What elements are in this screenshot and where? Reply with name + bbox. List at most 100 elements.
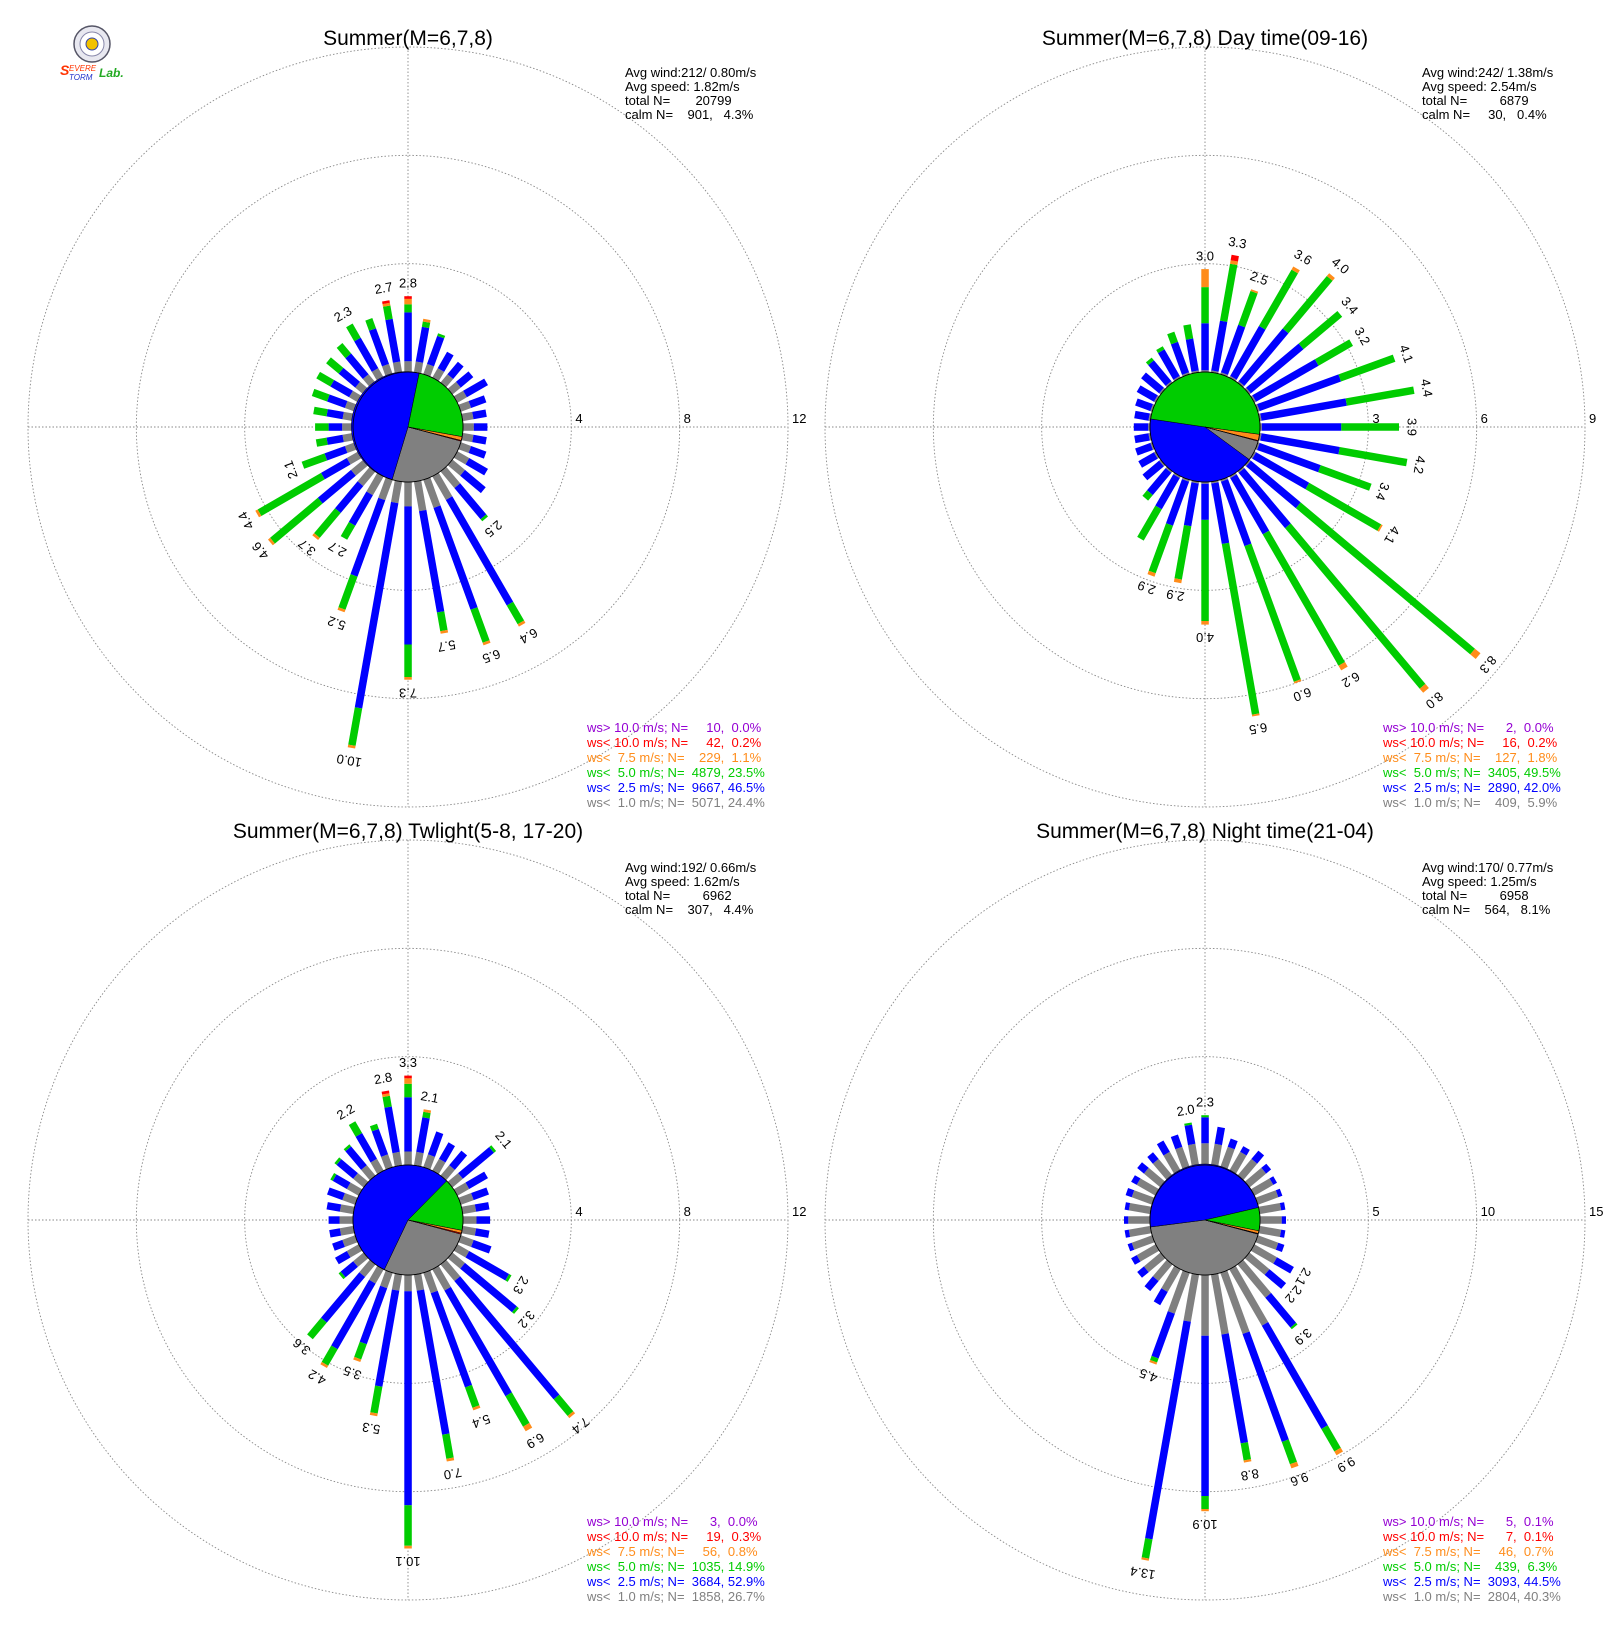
wind-bar-segment	[461, 1204, 477, 1215]
calm-pie-slice	[351, 371, 420, 481]
wind-bar-segment	[1136, 1178, 1160, 1196]
wind-bar-segment	[445, 496, 514, 606]
wind-bar-segment	[404, 1097, 412, 1152]
wind-bar-segment	[446, 1457, 455, 1462]
wind-bar-segment	[1237, 1259, 1272, 1298]
wind-bar-segment	[1269, 1176, 1277, 1185]
wind-bar-segment	[1281, 1216, 1286, 1224]
wind-bar-segment	[476, 1216, 491, 1224]
legend-entry: ws< 1.0 m/s; N= 1858, 26.7%	[586, 1589, 765, 1604]
wind-bar-segment	[458, 442, 472, 453]
wind-bar-segment	[370, 1385, 383, 1414]
wind-bar-segment	[1131, 1190, 1155, 1205]
wind-rose-panel: 3 6 93.03.32.53.6 4.03.43.24.14.43.94.23.44…	[824, 27, 1596, 810]
wind-bar-segment	[1220, 477, 1228, 482]
wind-bar-segment	[1242, 1331, 1289, 1442]
legend-entry: ws< 7.5 m/s; N= 127, 1.8%	[1382, 750, 1558, 765]
ring-label: 6	[1481, 411, 1488, 426]
bar-value-label: 3.4	[1338, 294, 1361, 317]
wind-bar-segment	[404, 298, 412, 305]
calm-pie-outline	[352, 371, 464, 483]
ring-label: 5	[1372, 1204, 1379, 1219]
wind-bar-segment	[567, 1411, 576, 1419]
wind-bar-segment	[1167, 331, 1178, 345]
wind-bar-segment	[381, 1090, 390, 1095]
wind-bar-segment	[1158, 349, 1180, 380]
wind-bar-segment	[442, 1433, 454, 1459]
ring-label: 4	[575, 411, 582, 426]
wind-bar-segment	[512, 1306, 519, 1314]
wind-bar-segment	[404, 1291, 412, 1506]
wind-bar-segment	[416, 1289, 450, 1435]
wind-bar-segment	[1326, 273, 1335, 281]
wind-bar-segment	[437, 333, 446, 339]
wind-bar-segment	[340, 1261, 358, 1278]
wind-bar-segment	[1142, 460, 1164, 481]
wind-bar-segment	[1285, 523, 1426, 689]
wind-bar-segment	[342, 423, 353, 431]
wind-bar-segment	[346, 1182, 363, 1196]
wind-bar-segment	[339, 1204, 355, 1215]
wind-bar-segment	[453, 390, 467, 403]
wind-bar-segment	[1293, 679, 1302, 684]
bar-value-label: 3.4	[1372, 481, 1392, 503]
wind-bar-segment	[1131, 1255, 1141, 1265]
wind-bar-segment	[404, 1545, 412, 1549]
stats-line: Avg wind:212/ 0.80m/s	[625, 65, 757, 80]
ring-label: 12	[792, 411, 806, 426]
bar-value-label: 3.2	[1351, 324, 1373, 347]
wind-bar-segment	[327, 1187, 345, 1201]
wind-bar-segment	[404, 1151, 412, 1165]
bar-value-label: 4.1	[1396, 343, 1416, 365]
wind-bar-segment	[453, 451, 470, 465]
ring-label: 9	[1589, 411, 1596, 426]
wind-bar-segment	[338, 574, 358, 610]
wind-bar-segment	[321, 1272, 366, 1323]
legend-entry: ws< 10.0 m/s; N= 16, 0.2%	[1382, 735, 1558, 750]
wind-bar-segment	[1201, 1143, 1209, 1165]
wind-bar-segment	[460, 1262, 517, 1313]
wind-bar-segment	[320, 1361, 329, 1368]
stats-line: total N= 20799	[625, 93, 732, 108]
wind-bar-segment	[453, 1244, 470, 1258]
wind-bar-segment	[342, 432, 355, 443]
stats-line: Avg speed: 2.54m/s	[1422, 79, 1537, 94]
legend-entry: ws> 10.0 m/s; N= 2, 0.0%	[1382, 720, 1554, 735]
bar-value-label: 6.4	[517, 625, 540, 647]
wind-bar-segment	[465, 1384, 480, 1408]
wind-bar-segment	[440, 466, 461, 489]
wind-bar-segment	[369, 1123, 379, 1132]
wind-bar-segment	[1185, 338, 1199, 372]
stats-line: Avg wind:192/ 0.66m/s	[625, 860, 757, 875]
wind-bar-segment	[337, 607, 346, 613]
legend-entry: ws< 2.5 m/s; N= 3684, 52.9%	[586, 1574, 765, 1589]
wind-bar-segment	[348, 707, 363, 746]
wind-bar-segment	[1240, 1442, 1251, 1461]
bar-value-label: 5.3	[361, 1419, 381, 1437]
wind-bar-segment	[454, 483, 487, 520]
wind-bar-segment	[1201, 1275, 1209, 1336]
wind-bar-segment	[338, 367, 360, 388]
bar-value-label: 8.3	[1477, 653, 1500, 676]
wind-bar-segment	[1220, 263, 1238, 322]
wind-bar-segment	[1230, 474, 1270, 535]
wind-bar-segment	[1144, 1276, 1159, 1292]
bar-value-label: 2.5	[1248, 268, 1270, 288]
wind-bar-segment	[1341, 423, 1399, 431]
wind-bar-segment	[255, 509, 262, 518]
wind-bar-segment	[416, 1117, 430, 1154]
wind-bar-segment	[1260, 398, 1347, 421]
wind-rose-panel: 4 8 12 3.3 2.1 2.1 2.3 3.2 7.4 6.9 5.4 7.0 10.1 5.3 3.…	[27, 820, 806, 1604]
wind-bar-segment	[449, 1150, 468, 1170]
wind-bar-segment	[1201, 483, 1209, 520]
bar-value-label: 5.7	[436, 637, 456, 655]
wind-bar-segment	[1252, 359, 1319, 402]
wind-bar-segment	[1211, 320, 1228, 372]
wind-bar-segment	[334, 1157, 342, 1165]
wind-bar-segment	[553, 1394, 574, 1416]
wind-bar-segment	[1167, 1270, 1190, 1314]
wind-bar-segment	[1150, 442, 1155, 450]
wind-bar-segment	[1251, 713, 1260, 717]
wind-bar-segment	[354, 501, 399, 709]
wind-bar-segment	[1258, 432, 1262, 441]
